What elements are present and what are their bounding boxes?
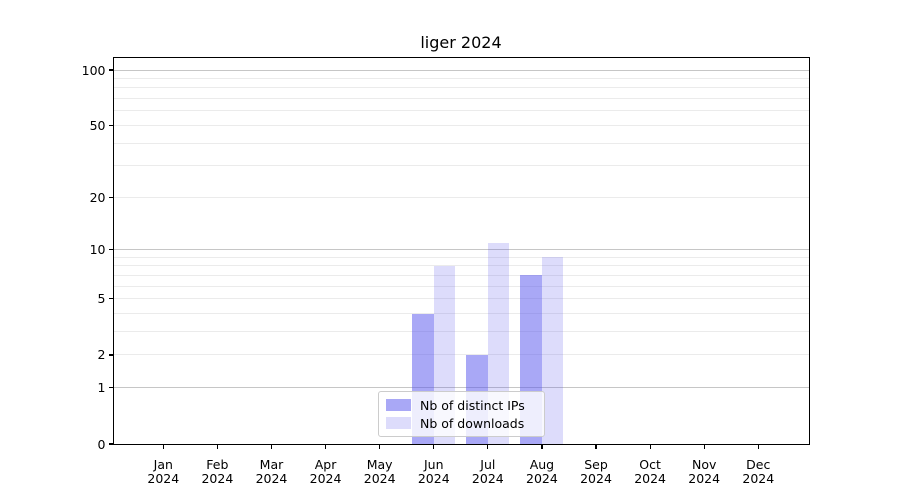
y-gridline-minor <box>113 98 809 100</box>
y-tick-mark <box>109 249 114 251</box>
y-tick-label: 5 <box>97 291 106 307</box>
y-gridline-major <box>113 69 809 71</box>
x-tick-mark <box>703 444 705 449</box>
x-tick-label-apr: Apr 2024 <box>309 457 342 486</box>
y-tick-label: 0 <box>97 436 106 452</box>
legend-swatch-downloads <box>386 416 411 430</box>
x-tick-mark <box>216 444 218 449</box>
y-gridline-minor <box>113 124 809 126</box>
x-tick-label-jul: Jul 2024 <box>471 457 504 486</box>
x-tick-label-mar: Mar 2024 <box>255 457 288 486</box>
x-tick-label-sep: Sep 2024 <box>580 457 612 486</box>
y-tick-label: 2 <box>97 347 106 363</box>
y-gridline-minor <box>113 77 809 79</box>
y-tick-label: 20 <box>89 189 106 205</box>
y-gridline-minor <box>113 256 809 258</box>
x-tick-label-feb: Feb 2024 <box>201 457 234 486</box>
y-tick-label: 10 <box>89 242 106 258</box>
legend-item-distinct-ips: Nb of distinct IPs <box>386 396 537 414</box>
y-gridline-minor <box>113 87 809 89</box>
y-gridline-minor <box>113 331 809 333</box>
y-tick-mark <box>109 443 114 445</box>
y-tick-label: 100 <box>81 62 106 78</box>
y-tick-mark <box>109 387 114 389</box>
legend-item-downloads: Nb of downloads <box>386 414 537 432</box>
y-gridline-minor <box>113 274 809 276</box>
y-gridline-minor <box>113 142 809 144</box>
y-gridline-minor <box>113 265 809 267</box>
y-gridline-minor <box>113 165 809 167</box>
x-tick-mark <box>433 444 435 449</box>
y-gridline-major <box>113 387 809 389</box>
y-gridline-minor <box>113 110 809 112</box>
x-tick-mark <box>487 444 489 449</box>
legend: Nb of distinct IPs Nb of downloads <box>378 391 545 437</box>
y-gridline-minor <box>113 196 809 198</box>
x-tick-mark <box>541 444 543 449</box>
x-tick-mark <box>649 444 651 449</box>
y-gridline-minor <box>113 354 809 356</box>
x-tick-mark <box>324 444 327 449</box>
legend-label-downloads: Nb of downloads <box>420 415 525 431</box>
x-tick-label-may: May 2024 <box>363 457 396 486</box>
legend-swatch-distinct-ips <box>386 398 411 412</box>
x-tick-label-dec: Dec 2024 <box>742 457 775 486</box>
y-gridline-major <box>113 249 809 251</box>
y-tick-mark <box>109 196 114 198</box>
x-tick-mark <box>379 444 381 449</box>
x-tick-label-nov: Nov 2024 <box>688 457 721 486</box>
y-tick-label: 1 <box>97 380 106 396</box>
y-tick-mark <box>109 69 114 71</box>
x-tick-mark <box>595 444 597 449</box>
chart-title: liger 2024 <box>420 33 502 52</box>
legend-label-distinct-ips: Nb of distinct IPs <box>420 397 525 413</box>
y-tick-mark <box>109 298 114 300</box>
y-gridline-minor <box>113 285 809 287</box>
y-tick-label: 50 <box>89 117 106 133</box>
y-tick-mark <box>109 354 114 356</box>
x-tick-mark <box>757 444 759 449</box>
x-tick-label-jun: Jun 2024 <box>417 457 450 486</box>
x-tick-mark <box>270 444 273 449</box>
x-tick-mark <box>162 444 164 449</box>
y-tick-mark <box>109 124 114 126</box>
x-tick-label-oct: Oct 2024 <box>634 457 667 486</box>
y-gridline-minor <box>113 313 809 315</box>
bar-nb-of-downloads-aug <box>541 257 564 444</box>
x-tick-label-aug: Aug 2024 <box>526 457 558 486</box>
y-gridline-minor <box>113 298 809 300</box>
x-tick-label-jan: Jan 2024 <box>147 457 180 486</box>
